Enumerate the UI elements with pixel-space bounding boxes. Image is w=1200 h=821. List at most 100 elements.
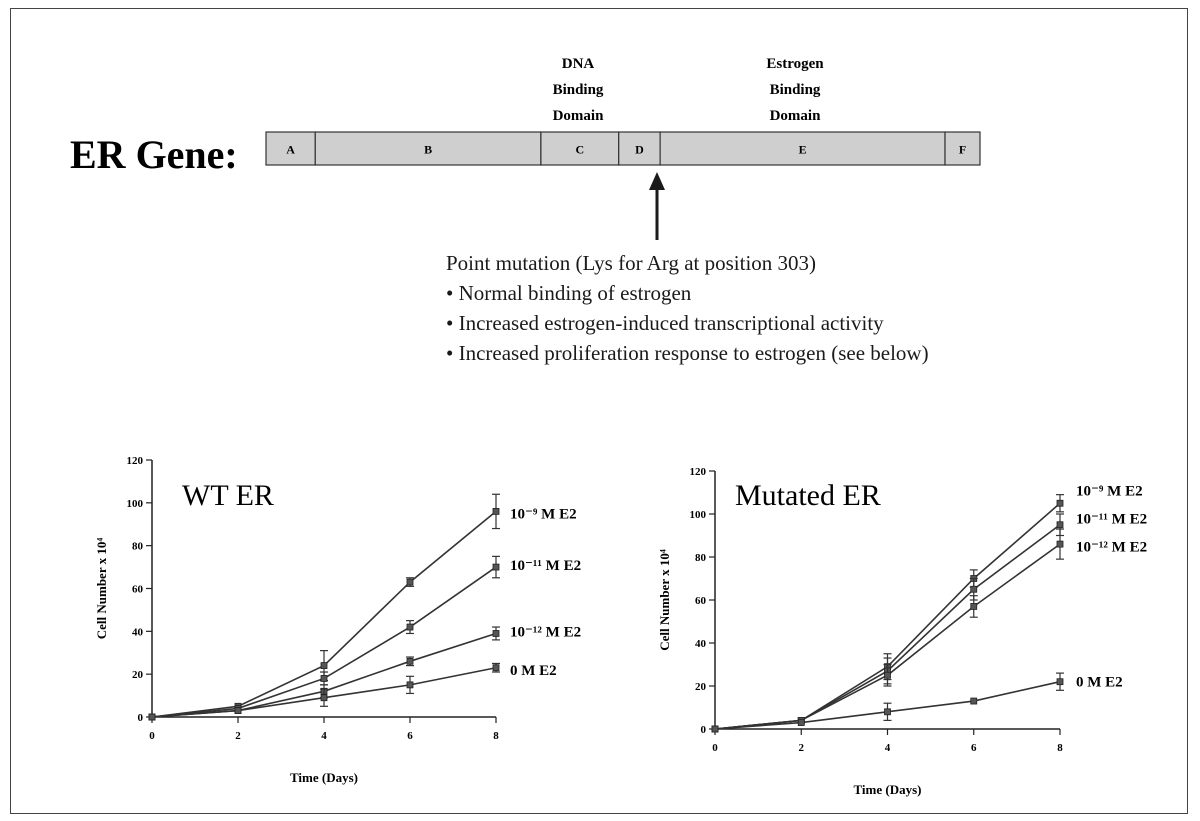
y-tick-label: 100: [127, 498, 144, 510]
chart-title: Mutated ER: [735, 479, 881, 512]
mutation-notes: Point mutation (Lys for Arg at position …: [446, 248, 1166, 368]
er-gene-diagram: ER Gene: A B C D E F DNA Binding Domain Estro…: [70, 56, 981, 240]
series-1: 10⁻¹¹ M E2: [148, 555, 581, 721]
gene-segments: A B C D E F: [265, 131, 981, 166]
dna-binding-domain-line-3: Domain: [553, 108, 604, 124]
x-tick-label: 8: [1057, 742, 1063, 754]
series-line: [714, 502, 1061, 730]
gene-segment-label: F: [959, 143, 966, 157]
data-point: [797, 719, 805, 726]
series-3: 0 M E2: [148, 662, 557, 721]
x-tick-label: 2: [799, 742, 805, 754]
series-label: 10⁻¹¹ M E2: [1076, 511, 1147, 527]
gene-segment-e: [659, 131, 946, 166]
data-point: [492, 630, 500, 637]
data-point: [492, 563, 500, 571]
y-tick-label: 100: [690, 509, 707, 521]
data-point: [492, 508, 500, 515]
estrogen-binding-domain-label: Estrogen Binding Domain: [766, 56, 824, 124]
data-point: [320, 675, 328, 682]
series-line: [714, 524, 1061, 730]
mutation-heading: Point mutation (Lys for Arg at position …: [446, 251, 817, 275]
x-tick-label: 4: [321, 730, 327, 742]
data-point: [234, 707, 242, 714]
figure-frame: [10, 8, 1188, 814]
estrogen-binding-domain-line-1: Estrogen: [766, 56, 824, 72]
data-point: [320, 662, 328, 670]
y-tick-label: 40: [132, 626, 144, 638]
mutation-bullet: • Increased proliferation response to es…: [446, 341, 929, 365]
data-point: [970, 585, 978, 593]
data-point: [406, 578, 414, 586]
gene-title: ER Gene:: [70, 132, 238, 177]
data-point: [492, 664, 500, 672]
y-axis-label: Cell Number x 10⁴: [657, 549, 672, 651]
gene-segment-label: D: [635, 143, 644, 157]
x-tick-label: 2: [235, 730, 241, 742]
gene-segment-d: [618, 131, 661, 166]
dna-binding-domain-label: DNA Binding Domain: [553, 56, 605, 124]
series-label: 10⁻⁹ M E2: [510, 507, 577, 523]
y-tick-label: 0: [701, 724, 707, 736]
y-tick-label: 120: [690, 466, 707, 478]
series-label: 0 M E2: [510, 663, 557, 679]
series-label: 10⁻¹¹ M E2: [510, 558, 581, 574]
mutation-bullet: • Increased estrogen-induced transcripti…: [446, 311, 884, 335]
dna-binding-domain-line-2: Binding: [553, 82, 604, 98]
data-point: [1056, 540, 1064, 548]
series-3: 0 M E2: [711, 672, 1123, 733]
data-point: [970, 697, 978, 705]
gene-segment-label: B: [424, 143, 432, 157]
data-point: [406, 657, 414, 665]
x-tick-label: 4: [885, 742, 891, 754]
data-point: [320, 694, 328, 702]
series-label: 10⁻⁹ M E2: [1076, 483, 1143, 499]
y-tick-label: 80: [695, 552, 707, 564]
x-tick-label: 6: [407, 730, 413, 742]
data-point: [1056, 678, 1064, 686]
mutation-bullet: • Normal binding of estrogen: [446, 281, 692, 305]
estrogen-binding-domain-line-3: Domain: [770, 108, 821, 124]
gene-segment-a: [265, 131, 316, 166]
x-tick-label: 0: [712, 742, 718, 754]
y-tick-label: 60: [695, 595, 707, 607]
mutation-arrow-icon: [649, 172, 665, 240]
y-axis-label: Cell Number x 10⁴: [94, 538, 109, 640]
y-tick-label: 120: [127, 455, 144, 467]
data-point: [406, 623, 414, 631]
series-label: 0 M E2: [1076, 675, 1123, 691]
y-tick-label: 20: [132, 669, 144, 681]
x-axis-label: Time (Days): [853, 782, 921, 797]
y-tick-label: 0: [138, 712, 144, 724]
data-point: [148, 713, 156, 721]
data-point: [711, 725, 719, 733]
data-point: [884, 671, 891, 679]
y-tick-label: 80: [132, 541, 144, 553]
x-tick-label: 0: [149, 730, 155, 742]
y-tick-label: 60: [132, 584, 144, 596]
series-label: 10⁻¹² M E2: [1076, 539, 1147, 555]
x-axis-label: Time (Days): [290, 770, 358, 785]
gene-segment-label: E: [799, 143, 807, 157]
data-point: [1056, 521, 1064, 529]
dna-binding-domain-line-1: DNA: [562, 56, 595, 72]
chart-title: WT ER: [182, 479, 274, 512]
series-0: 10⁻⁹ M E2: [148, 493, 577, 721]
gene-segment-label: A: [286, 143, 295, 157]
estrogen-binding-domain-line-2: Binding: [770, 82, 821, 98]
data-point: [970, 603, 978, 610]
series-line: [714, 543, 1061, 730]
gene-segment-f: [944, 131, 981, 166]
data-point: [1056, 499, 1064, 507]
series-label: 10⁻¹² M E2: [510, 624, 581, 640]
data-point: [406, 681, 414, 689]
y-tick-label: 40: [695, 638, 707, 650]
x-tick-label: 6: [971, 742, 977, 754]
y-tick-label: 20: [695, 681, 707, 693]
gene-segment-label: C: [575, 143, 584, 157]
gene-segment-b: [314, 131, 542, 166]
x-tick-label: 8: [493, 730, 499, 742]
data-point: [884, 708, 891, 716]
